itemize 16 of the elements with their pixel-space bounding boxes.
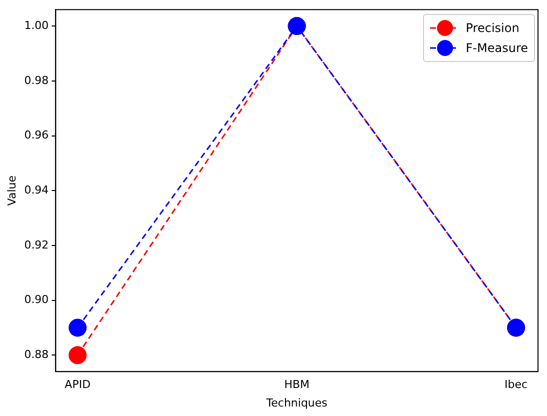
legend-label: Precision [466, 21, 520, 35]
point [68, 346, 87, 364]
y-tick-label: 0.94 [24, 183, 49, 196]
y-axis-title: Value [5, 175, 18, 206]
x-tick-label: APID [64, 378, 91, 392]
y-tick-label: 0.90 [24, 293, 49, 306]
y-tick-label: 0.96 [24, 128, 49, 142]
y-tick-label: 1.00 [24, 18, 49, 32]
x-axis-title: Techniques [265, 396, 328, 410]
legend-label: F-Measure [466, 41, 528, 55]
y-tick-label: 0.98 [24, 74, 49, 87]
point [68, 318, 87, 337]
y-tick-label: 0.92 [24, 238, 49, 252]
x-tick-label: Ibec [504, 378, 528, 392]
x-tick-label: HBM [284, 378, 310, 392]
y-tick-label: 0.88 [24, 348, 49, 362]
